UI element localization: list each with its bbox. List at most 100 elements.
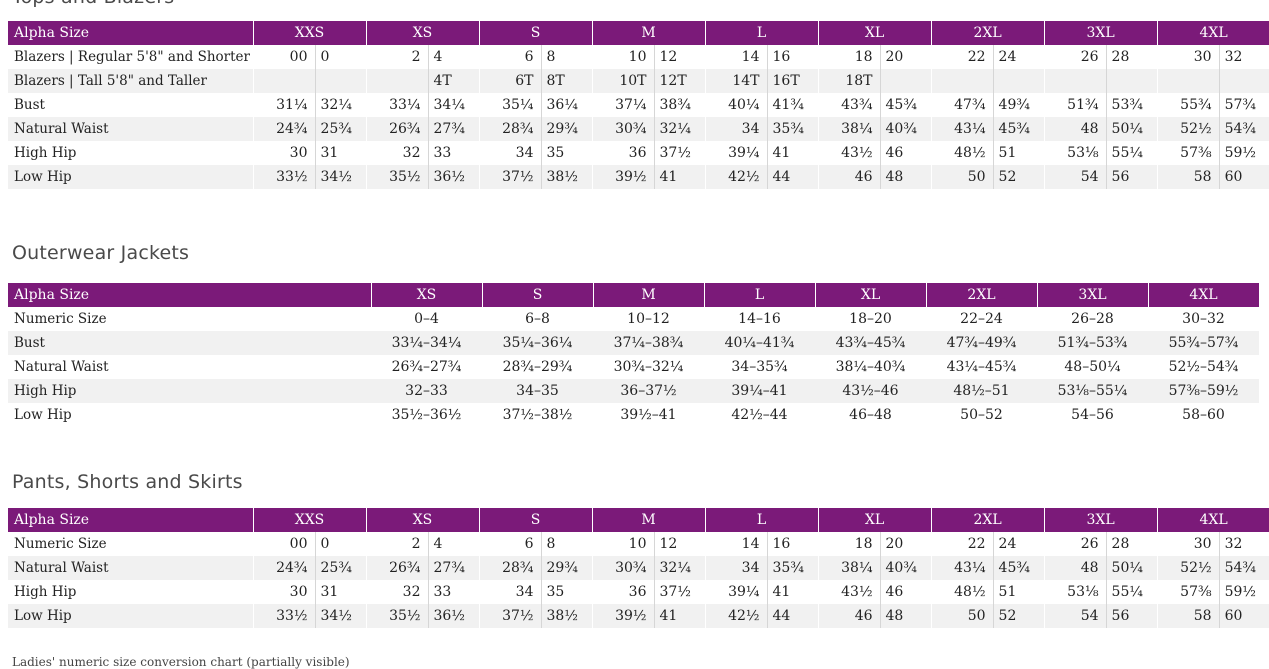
header-size-4xl: 4XL: [1157, 21, 1269, 45]
table-cell: 54: [1043, 604, 1107, 628]
row-label: Bust: [14, 97, 45, 113]
table-cell: 26¾–27¾: [391, 359, 462, 375]
table-cell: 30¾: [591, 117, 654, 141]
table-cell: 58: [1156, 604, 1220, 628]
table-cell: 30: [252, 141, 315, 165]
table-cell: 10T: [591, 69, 654, 93]
table-row: Natural Waist 26¾–27¾ 28¾–29¾ 30¾–32¼ 34–35¾…: [8, 355, 1259, 379]
table-row: High Hip 30 31 32 33 34 35 36 37½ 39¼ 41 43½ 46 48½ 51…: [8, 580, 1269, 604]
table-cell: 28: [1105, 45, 1158, 69]
footnote: Ladies' numeric size conversion chart (p…: [12, 655, 350, 669]
header-size-xl: XL: [815, 283, 927, 307]
table-cell: 42½–44: [731, 407, 788, 423]
header-size-xl: XL: [818, 21, 932, 45]
outerwear-jackets-size-table: Alpha Size XS S M L XL 2XL 3XL 4XL Numeric Size 0…: [8, 283, 1260, 427]
table-cell: 34: [478, 141, 541, 165]
header-row: Alpha Size XS S M L XL 2XL 3XL 4XL: [8, 283, 1260, 307]
table-cell: 52½: [1156, 556, 1220, 580]
table-cell: [1218, 69, 1269, 93]
table-cell: 24¾: [252, 556, 315, 580]
table-cell: 40¼: [704, 93, 767, 117]
table-cell: 39½: [591, 604, 654, 628]
row-label: High Hip: [8, 379, 371, 403]
table-cell: 36½: [427, 604, 479, 628]
table-cell: 4T: [427, 69, 479, 93]
table-cell: 45¾: [992, 117, 1045, 141]
table-cell: 43½–46: [815, 379, 926, 403]
table-cell: [1043, 69, 1107, 93]
table-cell: 50: [930, 165, 994, 189]
header-alpha-size: Alpha Size: [8, 21, 254, 45]
table-cell: 56: [1105, 604, 1158, 628]
table-cell: 14: [704, 532, 767, 556]
table-cell: 39¼–41: [704, 379, 815, 403]
table-cell: 30: [1156, 532, 1220, 556]
table-cell: 43¼: [930, 117, 994, 141]
table-cell: 37½: [653, 141, 705, 165]
header-size-3xl: 3XL: [1044, 508, 1158, 532]
row-label: High Hip: [14, 145, 77, 161]
table-row: High Hip 30 31 32 33 34 35 36 37½ 39¼ 41 43½ 46 48½ 51…: [8, 141, 1269, 165]
table-cell: 46: [817, 604, 881, 628]
table-cell: 26¾: [365, 117, 428, 141]
table-cell: 55¾–57¾: [1148, 331, 1259, 355]
table-cell: 8T: [540, 69, 592, 93]
table-cell: 57⅜–59½: [1148, 379, 1259, 403]
table-cell: 43¼: [930, 556, 994, 580]
table-cell: 2: [365, 45, 428, 69]
table-cell: 36¼: [540, 93, 592, 117]
row-label: Low Hip: [8, 165, 253, 189]
table-cell: 18: [817, 45, 881, 69]
table-row: Numeric Size 00 0 2 4 6 8 10 12 14 16 18 20 22 24 26 28 3…: [8, 532, 1269, 556]
header-alpha-size: Alpha Size: [8, 508, 254, 532]
table-cell: 32: [365, 580, 428, 604]
table-cell: 40¾: [879, 556, 932, 580]
table-cell: 16: [766, 532, 819, 556]
table-cell: 51: [992, 141, 1045, 165]
header-row: Alpha Size XXS XS S M L XL 2XL 3XL 4XL: [8, 21, 1269, 45]
table-cell: 55¾: [1156, 93, 1220, 117]
table-cell: [314, 69, 366, 93]
table-cell: 18–20: [849, 311, 892, 327]
table-cell: 43¾–45¾: [815, 331, 926, 355]
table-cell: 35¼–36¼: [482, 331, 593, 355]
header-size-s: S: [479, 21, 593, 45]
table-cell: 48: [1043, 117, 1107, 141]
table-cell: 44: [766, 165, 819, 189]
table-cell: 38¾: [653, 93, 705, 117]
table-cell: 32¼: [314, 93, 366, 117]
table-cell: 36: [591, 580, 654, 604]
table-cell: 49¾: [992, 93, 1045, 117]
row-label: Numeric Size: [14, 311, 107, 327]
table-cell: 35: [540, 141, 592, 165]
table-cell: 6: [478, 532, 541, 556]
table-cell: 0: [314, 532, 366, 556]
table-cell: 40¾: [879, 117, 932, 141]
header-size-2xl: 2XL: [931, 508, 1045, 532]
table-cell: 58–60: [1182, 407, 1225, 423]
table-cell: 48½: [930, 580, 994, 604]
table-row: Low Hip 33½ 34½ 35½ 36½ 37½ 38½ 39½ 41 42½ 44 46 48 5…: [8, 604, 1269, 628]
table-cell: 38½: [540, 165, 592, 189]
table-cell: 47¾: [930, 93, 994, 117]
table-cell: 42½: [704, 165, 767, 189]
table-cell: 59½: [1218, 580, 1269, 604]
table-cell: 38¼–40¾: [835, 359, 906, 375]
table-cell: 60: [1218, 165, 1269, 189]
table-cell: 35¾: [766, 556, 819, 580]
table-cell: 10–12: [627, 311, 670, 327]
table-cell: 33: [427, 580, 479, 604]
table-cell: 41¾: [766, 93, 819, 117]
table-cell: 14T: [704, 69, 767, 93]
table-cell: 48: [1043, 556, 1107, 580]
table-cell: 43¼–45¾: [946, 359, 1017, 375]
table-cell: 33½: [252, 165, 315, 189]
header-size-m: M: [593, 283, 705, 307]
table-cell: 8: [540, 532, 592, 556]
table-cell: 6T: [478, 69, 541, 93]
header-size-xs: XS: [366, 21, 480, 45]
table-cell: 36: [591, 141, 654, 165]
table-cell: 43½: [817, 141, 881, 165]
table-cell: 26¾: [365, 556, 428, 580]
header-size-xxs: XXS: [253, 508, 367, 532]
